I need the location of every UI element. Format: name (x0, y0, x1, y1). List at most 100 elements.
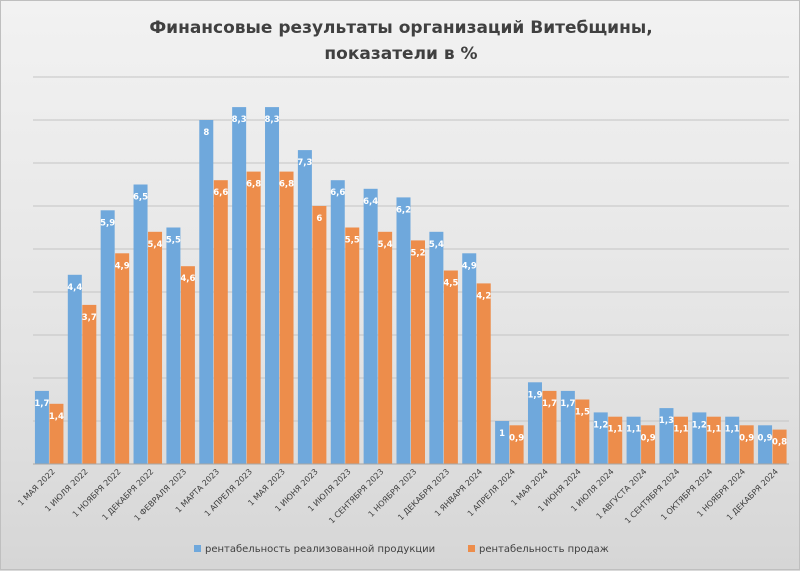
bar-series-2 (772, 429, 787, 464)
data-label-series-1: 1,2 (593, 420, 608, 430)
data-label-series-2: 0,9 (739, 433, 754, 443)
x-tick-label: 1 СЕНТЯБРЯ 2024 (623, 467, 681, 525)
bar-series-2 (312, 206, 327, 464)
data-label-series-2: 1,5 (575, 408, 590, 418)
chart-title-line-1: Финансовые результаты организаций Витебщ… (149, 18, 652, 38)
data-label-series-2: 6,8 (279, 180, 294, 190)
bar-series-1 (297, 150, 312, 464)
data-label-series-2: 1,7 (542, 399, 557, 409)
data-label-series-1: 7,3 (297, 158, 312, 168)
bar-series-1 (659, 408, 674, 464)
data-label-series-2: 3,7 (82, 313, 97, 323)
legend-label-series-2: рентабельность продаж (479, 544, 609, 555)
bars: 1,7 4,4 5,9 6,5 5,5 8 8,3 8,3 7,3 6,6 6,4 6,2 5,4 4,9… (34, 107, 787, 465)
data-label-series-1: 1 (499, 429, 505, 439)
data-label-series-1: 4,4 (67, 283, 82, 293)
data-label-series-2: 6,8 (246, 180, 261, 190)
bar-series-2 (148, 231, 163, 464)
data-label-series-1: 8 (203, 128, 209, 138)
bar-series-2 (378, 231, 393, 464)
bar-series-2 (509, 425, 524, 464)
bar-series-1 (330, 180, 345, 464)
data-label-series-2: 1,1 (608, 425, 623, 435)
bar-series-2 (246, 171, 261, 464)
data-label-series-2: 4,9 (115, 261, 130, 271)
bar-series-1 (34, 390, 49, 464)
legend-swatch-series-2 (468, 545, 475, 552)
data-label-series-1: 1,1 (626, 425, 641, 435)
bar-series-2 (443, 270, 458, 464)
bar-series-2 (575, 399, 590, 464)
bar-series-2 (706, 416, 721, 464)
bar-series-1 (363, 188, 378, 465)
bar-series-2 (641, 425, 656, 464)
bar-series-1 (396, 197, 411, 464)
bar-series-2 (673, 416, 688, 464)
data-label-series-2: 5,5 (345, 236, 360, 246)
bar-series-1 (232, 107, 247, 464)
data-label-series-1: 6,5 (133, 193, 148, 203)
data-label-series-1: 5,5 (166, 236, 181, 246)
data-label-series-1: 1,3 (659, 416, 674, 426)
bar-series-1 (692, 412, 707, 464)
bar-series-1 (265, 107, 280, 464)
data-label-series-1: 1,7 (560, 399, 575, 409)
bar-series-2 (542, 390, 557, 464)
bar-series-1 (495, 421, 510, 464)
bar-series-1 (462, 253, 477, 464)
bar-series-2 (279, 171, 294, 464)
bar-series-2 (608, 416, 623, 464)
data-label-series-2: 4,5 (443, 279, 458, 289)
bar-series-1 (133, 184, 148, 464)
data-label-series-1: 1,9 (527, 390, 542, 400)
bar-series-2 (739, 425, 754, 464)
data-label-series-1: 1,7 (34, 399, 49, 409)
legend: рентабельность реализованной продукции ре… (194, 544, 609, 555)
chart-title-line-2: показатели в % (324, 44, 477, 64)
bar-series-1 (758, 425, 773, 464)
data-label-series-1: 8,3 (232, 115, 247, 125)
data-label-series-2: 5,4 (148, 240, 163, 250)
bar-series-1 (560, 390, 575, 464)
bar-series-1 (626, 416, 641, 464)
data-label-series-1: 6,4 (363, 197, 378, 207)
data-label-series-2: 1,4 (49, 412, 64, 422)
bar-series-2 (115, 253, 130, 464)
bar-series-1 (725, 416, 740, 464)
bar-series-1 (199, 120, 214, 464)
data-label-series-2: 0,9 (641, 433, 656, 443)
bar-series-2 (49, 403, 64, 464)
bar-series-2 (213, 180, 228, 464)
data-label-series-1: 1,1 (725, 425, 740, 435)
bar-series-1 (166, 227, 181, 464)
data-label-series-1: 0,9 (758, 433, 773, 443)
data-label-series-2: 1,1 (673, 425, 688, 435)
data-label-series-1: 1,2 (692, 420, 707, 430)
data-label-series-1: 5,4 (429, 240, 444, 250)
data-label-series-1: 8,3 (264, 115, 279, 125)
data-label-series-2: 6,6 (213, 188, 228, 198)
bar-series-2 (82, 304, 97, 464)
bar-series-1 (429, 231, 444, 464)
x-tick-label: 1 СЕНТЯБРЯ 2023 (327, 467, 385, 525)
bar-series-2 (476, 283, 491, 464)
data-label-series-1: 6,6 (330, 188, 345, 198)
data-label-series-2: 0,9 (509, 433, 524, 443)
data-label-series-2: 0,8 (772, 438, 787, 448)
bar-series-1 (67, 274, 82, 464)
bar-series-1 (100, 210, 115, 464)
chart-title: Финансовые результаты организаций Витебщ… (149, 18, 652, 64)
data-label-series-1: 6,2 (396, 205, 411, 215)
bar-series-2 (180, 266, 195, 464)
data-label-series-1: 5,9 (100, 218, 115, 228)
data-label-series-2: 5,4 (378, 240, 393, 250)
bar-series-1 (527, 382, 542, 464)
data-label-series-2: 5,2 (410, 248, 425, 258)
data-label-series-2: 4,6 (180, 274, 195, 284)
data-label-series-2: 6 (316, 214, 322, 224)
data-label-series-2: 4,2 (476, 291, 491, 301)
bar-series-2 (411, 240, 425, 464)
